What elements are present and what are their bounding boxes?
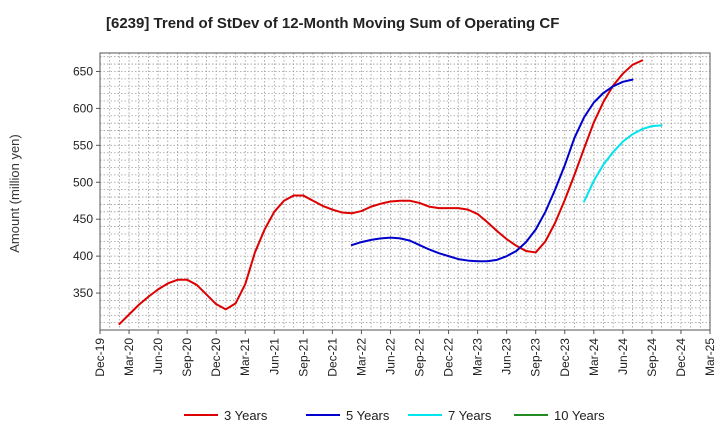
x-tick-label: Sep-22 xyxy=(413,338,427,377)
y-tick-label: 400 xyxy=(73,249,93,263)
x-tick-label: Sep-21 xyxy=(296,338,310,377)
x-tick-label: Jun-23 xyxy=(500,338,514,375)
x-tick-label: Mar-20 xyxy=(122,338,136,376)
x-tick-label: Sep-20 xyxy=(180,338,194,377)
x-tick-label: Jun-20 xyxy=(151,338,165,375)
x-tick-label: Mar-25 xyxy=(703,338,717,376)
legend-label: 10 Years xyxy=(554,408,605,423)
y-tick-label: 450 xyxy=(73,212,93,226)
legend-label: 7 Years xyxy=(448,408,492,423)
y-tick-label: 350 xyxy=(73,286,93,300)
y-axis: 350 400 450 500 550 600 650 xyxy=(73,64,100,300)
x-tick-label: Sep-24 xyxy=(645,338,659,377)
x-tick-label: Mar-23 xyxy=(471,338,485,376)
grid-layer xyxy=(100,53,710,330)
legend-label: 5 Years xyxy=(346,408,390,423)
x-tick-label: Dec-21 xyxy=(325,338,339,377)
legend: 3 Years 5 Years 7 Years 10 Years xyxy=(184,408,605,423)
plot-frame xyxy=(99,52,711,331)
x-tick-label: Dec-22 xyxy=(442,338,456,377)
y-tick-label: 500 xyxy=(73,175,93,189)
y-tick-label: 550 xyxy=(73,138,93,152)
x-axis: Dec-19 Mar-20 Jun-20 Sep-20 Dec-20 Mar-21 Jun-… xyxy=(93,330,717,377)
x-tick-label: Jun-21 xyxy=(267,338,281,375)
y-axis-label: Amount (million yen) xyxy=(7,134,22,253)
series-line-5-years xyxy=(350,78,634,263)
series-layer xyxy=(118,59,663,326)
x-tick-label: Dec-20 xyxy=(209,338,223,377)
x-tick-label: Dec-23 xyxy=(558,338,572,377)
series-line-3-years xyxy=(118,59,644,326)
x-tick-label: Mar-22 xyxy=(354,338,368,376)
x-tick-label: Dec-19 xyxy=(93,338,107,377)
series-line-7-years xyxy=(583,124,663,203)
x-tick-label: Jun-24 xyxy=(616,338,630,375)
x-tick-label: Sep-23 xyxy=(529,338,543,377)
x-tick-label: Dec-24 xyxy=(674,338,688,377)
x-tick-label: Mar-24 xyxy=(587,338,601,376)
legend-label: 3 Years xyxy=(224,408,268,423)
chart-title: [6239] Trend of StDev of 12-Month Moving… xyxy=(106,15,559,32)
x-tick-label: Jun-22 xyxy=(383,338,397,375)
y-tick-label: 650 xyxy=(73,64,93,78)
y-tick-label: 600 xyxy=(73,101,93,115)
x-tick-label: Mar-21 xyxy=(238,338,252,376)
